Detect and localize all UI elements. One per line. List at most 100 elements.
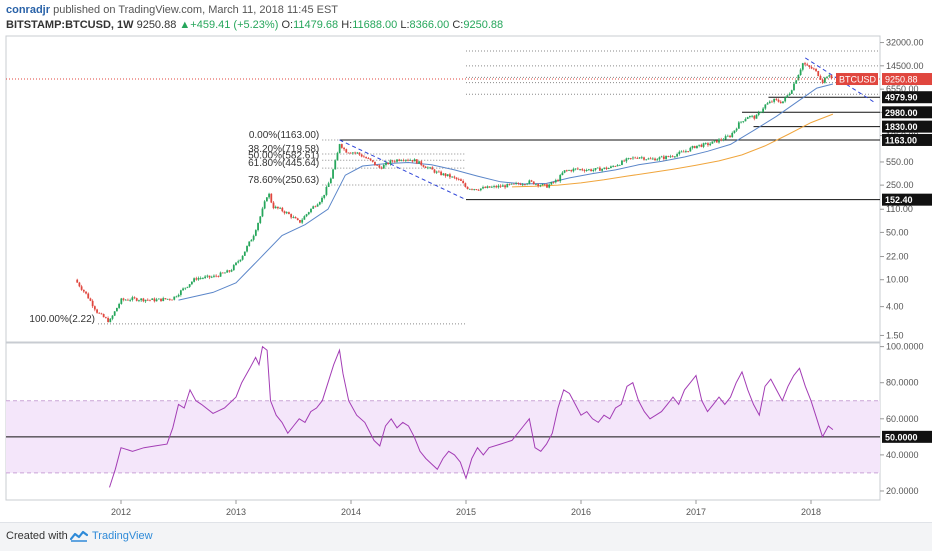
candle-body xyxy=(208,275,211,278)
candle-body xyxy=(270,193,273,203)
candle-body xyxy=(682,151,685,153)
rsi-line[interactable] xyxy=(109,345,834,488)
time-tick-label: 2016 xyxy=(571,507,591,517)
candle-body xyxy=(658,157,661,160)
candle-body xyxy=(797,74,800,81)
candle-body xyxy=(528,180,531,184)
candle-body xyxy=(80,286,83,290)
price-chart[interactable]: 32000.0014500.006550.002980.001350.00550… xyxy=(0,0,932,522)
support-level-label: 2980.00 xyxy=(885,108,918,118)
rsi-pane[interactable]: 100.0000 80.0000 60.0000 40.0000 20.0000 50.0… xyxy=(5,342,932,501)
candle-body xyxy=(779,101,782,104)
candle-body xyxy=(819,76,822,80)
price-pane[interactable]: 32000.0014500.006550.002980.001350.00550… xyxy=(5,35,932,500)
candle-body xyxy=(689,147,692,152)
candle-body xyxy=(486,186,489,189)
candle-body xyxy=(274,206,277,209)
candle-body xyxy=(307,212,310,215)
candle-body xyxy=(78,282,81,287)
candle-body xyxy=(277,206,279,209)
candle-body xyxy=(371,160,374,162)
candle-body xyxy=(627,158,630,159)
candle-body xyxy=(554,180,557,183)
price-tick-label: 50.00 xyxy=(886,227,909,237)
candle-body xyxy=(539,185,542,187)
price-tick-label: 4.00 xyxy=(886,302,904,312)
candle-body xyxy=(784,97,787,102)
candle-body xyxy=(594,168,597,170)
candle-body xyxy=(102,314,105,318)
candle-body xyxy=(294,217,297,219)
ohlc-legend: BITSTAMP:BTCUSD, 1W 9250.88 ▲+459.41 (+5… xyxy=(6,19,503,31)
fib-level-label: 38.20%(719.58) xyxy=(248,144,319,155)
candle-body xyxy=(288,212,290,215)
candle-body xyxy=(301,219,304,223)
trendline[interactable] xyxy=(339,139,467,201)
candle-body xyxy=(821,79,824,83)
candle-body xyxy=(521,184,524,186)
candle-body xyxy=(340,144,343,148)
tradingview-logo-icon[interactable] xyxy=(70,529,88,543)
candle-body xyxy=(460,179,462,181)
tradingview-brand-link[interactable]: TradingView xyxy=(92,530,153,542)
candle-body xyxy=(680,151,683,153)
candle-body xyxy=(160,298,162,302)
candle-body xyxy=(133,297,136,299)
candle-body xyxy=(471,188,473,190)
close-value: 9250.88 xyxy=(463,19,504,31)
author-name[interactable]: conradjr xyxy=(6,4,51,16)
price-tick-label: 550.00 xyxy=(886,157,914,167)
candle-body xyxy=(206,275,209,277)
candle-body xyxy=(120,298,123,304)
candle-body xyxy=(466,186,469,190)
candle-body xyxy=(806,64,809,66)
candle-body xyxy=(490,186,493,188)
time-tick-label: 2018 xyxy=(801,507,821,517)
candle-body xyxy=(230,270,233,272)
candle-body xyxy=(221,272,224,274)
candle-body xyxy=(729,135,731,138)
publish-info: conradjr published on TradingView.com, M… xyxy=(6,4,338,16)
open-value: 11479.68 xyxy=(293,19,339,31)
candle-body xyxy=(603,167,606,169)
candle-body xyxy=(599,167,601,171)
candle-body xyxy=(616,165,619,167)
candle-body xyxy=(407,159,409,161)
candle-body xyxy=(429,167,431,169)
candle-body xyxy=(177,294,180,297)
price-value: 9250.88 xyxy=(136,19,177,31)
candle-body xyxy=(268,193,270,198)
candle-body xyxy=(228,270,231,272)
candle-body xyxy=(499,185,502,187)
candle-body xyxy=(817,71,820,77)
candle-body xyxy=(760,111,762,113)
candle-body xyxy=(356,152,359,154)
candle-body xyxy=(210,276,213,278)
candle-body xyxy=(671,156,674,158)
candle-body xyxy=(636,158,639,159)
symbol-label[interactable]: BITSTAMP:BTCUSD, 1W xyxy=(6,19,134,31)
candle-body xyxy=(283,211,286,214)
price-tick-label: 14500.00 xyxy=(886,61,924,71)
candle-body xyxy=(402,160,405,162)
fib-level-label: 50.00%(582.61) xyxy=(248,150,319,161)
candle-body xyxy=(605,167,608,169)
candle-body xyxy=(354,152,356,154)
candle-body xyxy=(433,169,436,173)
candle-body xyxy=(808,65,811,68)
candle-body xyxy=(310,208,312,213)
candle-body xyxy=(506,183,509,188)
time-axis[interactable]: 2012 2013 2014 2015 2016 2017 2018 xyxy=(6,499,880,517)
candle-body xyxy=(239,259,242,262)
candle-body xyxy=(623,160,626,162)
candle-body xyxy=(153,298,156,302)
support-level-label: 152.40 xyxy=(885,195,913,205)
candle-body xyxy=(504,185,506,188)
fib-level-label: 100.00%(2.22) xyxy=(29,314,95,325)
candle-body xyxy=(687,151,690,152)
candle-body xyxy=(678,151,681,155)
candle-body xyxy=(325,186,328,195)
candle-body xyxy=(391,160,394,162)
candle-body xyxy=(98,312,101,314)
candle-body xyxy=(292,217,295,218)
